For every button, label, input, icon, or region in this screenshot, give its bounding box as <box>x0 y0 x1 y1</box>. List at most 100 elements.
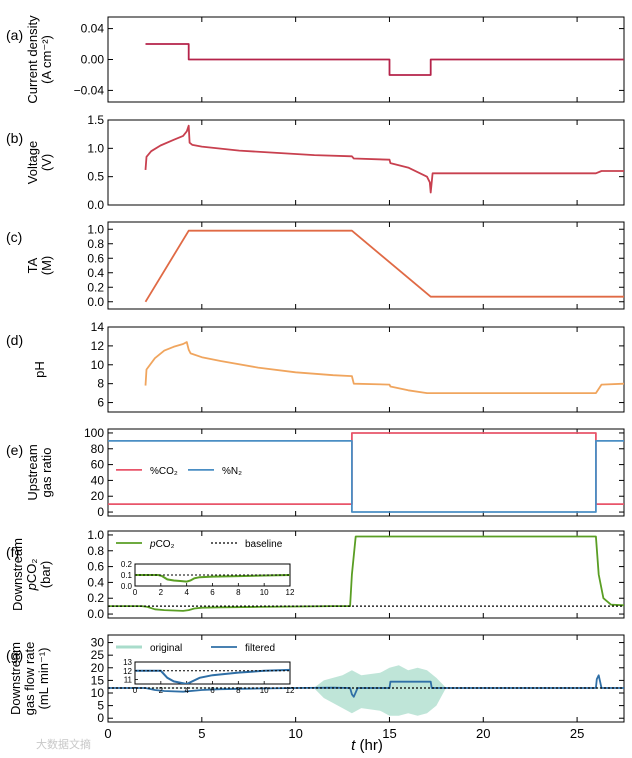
y-tick-label: 10 <box>91 686 105 700</box>
inset-y-tick-label: 13 <box>123 658 132 667</box>
y-axis-label: TA <box>25 257 40 273</box>
panel-b: 0.0 0.5 1.0 1.5 Voltage (V) <box>25 113 625 212</box>
y-axis-label: (bar) <box>38 561 53 588</box>
panel-letter-g: (g) <box>6 647 23 663</box>
legend-label: %N₂ <box>222 466 242 477</box>
y-tick-label: 0 <box>97 711 104 725</box>
y-tick-label: 20 <box>91 661 105 675</box>
inset-y-tick-label: 11 <box>124 676 133 685</box>
series-line-current <box>145 43 624 76</box>
panel-a: −0.04 0.00 0.04 Current density (A cm⁻²) <box>25 15 625 104</box>
series-line-ta <box>144 229 624 303</box>
y-axis-label: Downstream <box>8 642 23 715</box>
y-tick-label: 0.6 <box>87 560 104 574</box>
y-axis-label: (V) <box>39 154 54 171</box>
plot-area <box>144 341 624 394</box>
plot-area <box>144 229 624 303</box>
y-axis-label: pH <box>32 361 47 378</box>
panel-letter-f: (f) <box>6 544 19 560</box>
panel-letter-a: (a) <box>6 27 23 43</box>
y-tick-label: 8 <box>97 377 104 391</box>
inset-series-line <box>135 574 290 583</box>
inset-plot-area <box>135 574 290 583</box>
inset-x-tick-label: 4 <box>184 686 189 695</box>
y-axis-label: Downstream <box>10 538 25 611</box>
legend-label: pCO₂ <box>149 539 175 550</box>
plot-area <box>108 665 624 716</box>
legend: original filtered <box>116 643 275 654</box>
y-tick-label: 15 <box>91 673 105 687</box>
x-tick-label: 25 <box>570 726 584 741</box>
inset-x-tick-label: 4 <box>184 588 189 597</box>
inset-x-tick-label: 2 <box>159 588 164 597</box>
panel-letter-d: (d) <box>6 332 23 348</box>
series-line-voltage <box>144 124 624 194</box>
inset-x-tick-label: 0 <box>133 588 138 597</box>
inset-frame <box>134 661 291 685</box>
y-tick-label: 14 <box>91 320 105 334</box>
watermark: 大数据文摘 <box>36 737 91 751</box>
series-line-%N₂ <box>108 440 624 513</box>
series-line-ph <box>144 341 624 394</box>
inset-x-tick-label: 12 <box>286 588 295 597</box>
y-axis-label: (M) <box>39 256 54 276</box>
y-tick-label: 0.0 <box>87 607 104 621</box>
inset-plot-area <box>135 668 290 684</box>
panel-letter-c: (c) <box>6 229 22 245</box>
inset-y-tick-label: 0.0 <box>121 582 133 591</box>
y-tick-label: 25 <box>91 648 105 662</box>
series-line-%CO₂ <box>108 432 624 505</box>
legend: %CO₂ %N₂ <box>116 466 242 477</box>
y-tick-label: 100 <box>84 426 104 440</box>
y-tick-label: −0.04 <box>74 83 105 97</box>
inset-y-tick-label: 12 <box>123 667 132 676</box>
inset-x-tick-label: 10 <box>260 686 269 695</box>
inset-x-tick-label: 10 <box>260 588 269 597</box>
x-tick-label: 0 <box>104 726 111 741</box>
plot-area <box>145 43 624 76</box>
y-tick-label: 1.0 <box>87 528 104 542</box>
y-tick-label: 20 <box>91 489 105 503</box>
y-tick-label: 1.0 <box>87 141 104 155</box>
plot-frame <box>107 221 625 310</box>
y-tick-label: 0.0 <box>87 295 104 309</box>
plot-frame <box>107 326 625 413</box>
x-axis-label: t (hr) <box>351 737 383 754</box>
y-tick-label: 0.4 <box>87 575 104 589</box>
inset: 0 2 4 6 8 10 12 0.0 0.1 0.2 <box>121 560 295 597</box>
y-axis-label: (mL min⁻¹) <box>36 648 51 710</box>
y-tick-label: 30 <box>91 636 105 650</box>
y-tick-label: 0.2 <box>87 591 104 605</box>
x-tick-label: 20 <box>476 726 490 741</box>
y-axis-label: pCO₂ <box>24 559 39 592</box>
legend-label: baseline <box>245 539 283 550</box>
y-tick-label: 0.0 <box>87 198 104 212</box>
y-tick-label: 60 <box>91 458 105 472</box>
panel-d: 6 8 10 12 14 pH <box>32 320 625 413</box>
panel-c: 0.00.20.40.60.81.0 TA (M) <box>25 221 625 310</box>
inset-x-tick-label: 2 <box>159 686 164 695</box>
legend-label: filtered <box>245 643 275 654</box>
y-axis-label: gas ratio <box>39 448 54 498</box>
plot-frame <box>107 119 625 206</box>
y-tick-label: 6 <box>97 396 104 410</box>
panel-letter-e: (e) <box>6 442 23 458</box>
inset-x-tick-label: 6 <box>210 686 215 695</box>
plot-frame <box>107 634 625 723</box>
inset-x-tick-label: 0 <box>133 686 138 695</box>
series-band-original <box>108 665 624 716</box>
inset-series-line <box>135 668 290 684</box>
inset-y-tick-label: 0.1 <box>121 571 133 580</box>
inset-x-tick-label: 6 <box>210 588 215 597</box>
x-tick-label: 5 <box>198 726 205 741</box>
inset-x-tick-label: 12 <box>286 686 295 695</box>
plot-area <box>108 535 624 612</box>
inset-x-tick-label: 8 <box>236 588 241 597</box>
y-tick-label: 0.2 <box>87 280 104 294</box>
plot-frame <box>107 428 625 517</box>
y-tick-label: 40 <box>91 473 105 487</box>
